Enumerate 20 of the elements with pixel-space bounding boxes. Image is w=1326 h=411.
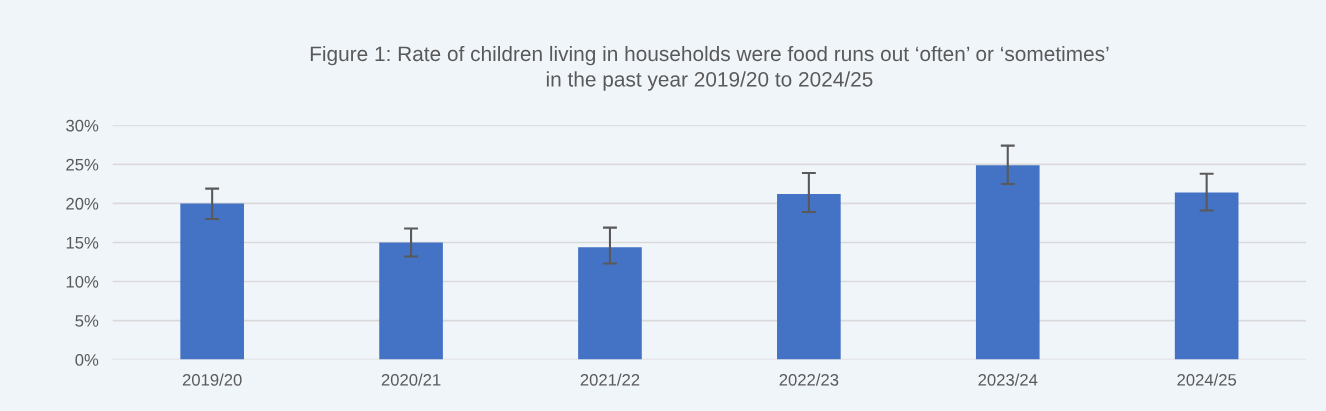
y-tick-label: 25%: [66, 158, 99, 171]
chart-title: Figure 1: Rate of children living in households were food runs out ‘often’ or ‘sometimes’ in the past year 2019/20 to 2024/25: [310, 45, 1109, 91]
x-tick-label: 2024/25: [1177, 373, 1237, 386]
bar: [180, 203, 244, 360]
y-tick-label: 20%: [66, 197, 99, 210]
bar: [379, 242, 443, 360]
bar: [1174, 192, 1239, 360]
y-tick-label: 10%: [66, 275, 99, 288]
x-tick-label: 2023/24: [978, 373, 1038, 386]
y-tick-label: 15%: [66, 236, 99, 249]
bar: [777, 194, 841, 360]
y-tick-label: 5%: [75, 315, 99, 327]
y-tick-label: 30%: [66, 119, 99, 132]
bar: [578, 247, 642, 360]
x-tick-label: 2022/23: [779, 373, 839, 386]
x-tick-label: 2020/21: [381, 373, 441, 386]
x-tick-label: 2021/22: [580, 373, 640, 386]
y-tick-label: 0%: [75, 354, 99, 366]
bar: [975, 165, 1040, 360]
x-tick-label: 2019/20: [182, 373, 242, 386]
